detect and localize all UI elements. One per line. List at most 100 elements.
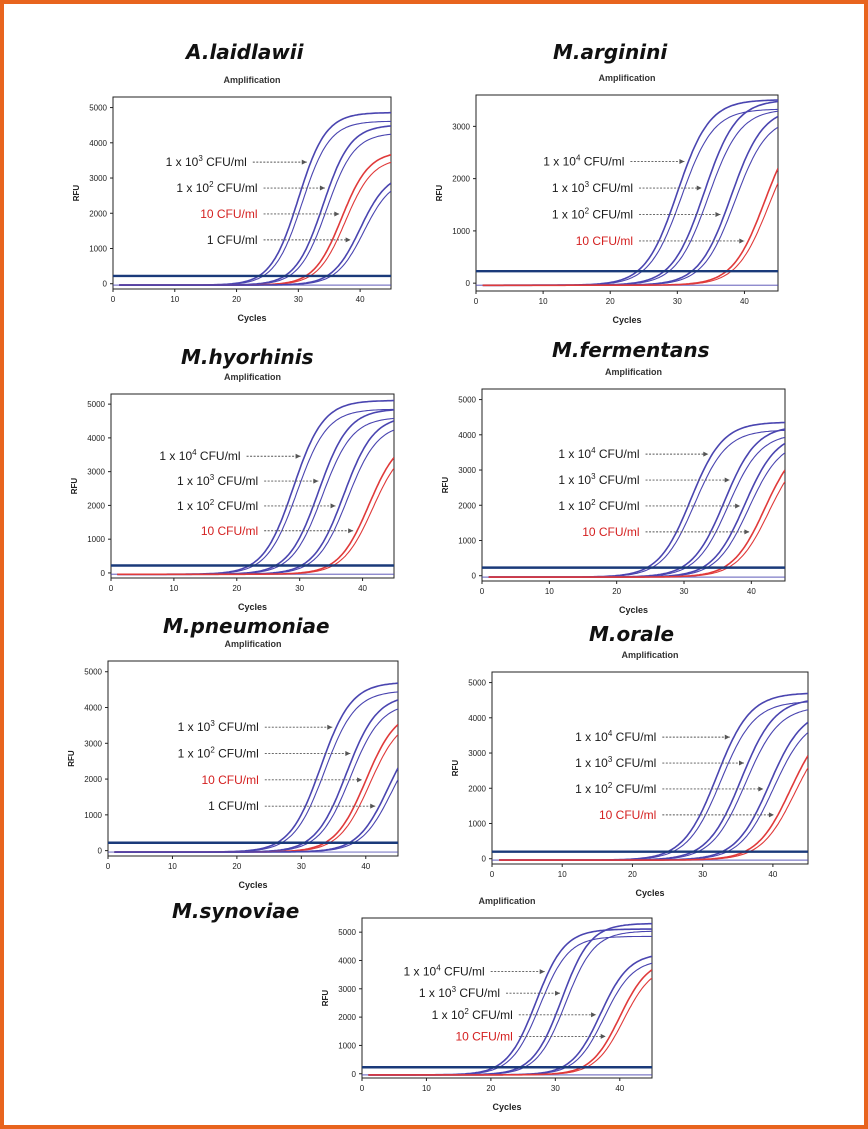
x-axis-label: Cycles (238, 880, 267, 890)
plot-area (491, 671, 809, 865)
x-axis-label: Cycles (619, 605, 648, 615)
x-tick-label: 20 (612, 587, 621, 596)
y-tick-label: 1000 (338, 1041, 356, 1050)
y-tick-label: 2000 (89, 209, 107, 218)
concentration-label: 10 CFU/ml (599, 808, 656, 822)
label-exponent: 3 (210, 719, 215, 728)
concentration-label: 1 x 103 CFU/ml (575, 755, 656, 770)
y-tick-label: 5000 (468, 679, 486, 688)
chart-title: Amplification (598, 73, 655, 83)
label-exponent: 4 (192, 448, 197, 457)
x-tick-label: 10 (168, 862, 177, 871)
x-tick-label: 0 (474, 297, 479, 306)
x-tick-label: 10 (545, 587, 554, 596)
arrow-head (679, 159, 685, 165)
x-tick-label: 0 (111, 295, 116, 304)
y-tick-label: 2000 (87, 501, 105, 510)
label-base: 1 x 10 (178, 747, 211, 761)
label-exponent: 3 (585, 180, 590, 189)
x-tick-label: 40 (768, 870, 777, 879)
concentration-label: 1 x 102 CFU/ml (575, 781, 656, 796)
x-tick-label: 40 (747, 587, 756, 596)
x-tick-label: 10 (539, 297, 548, 306)
amplification-curve (499, 767, 808, 861)
concentration-label: 1 x 104 CFU/ml (575, 729, 656, 744)
y-axis-label: RFU (441, 477, 450, 494)
concentration-label: 1 x 103 CFU/ml (177, 473, 258, 488)
x-tick-label: 20 (486, 1084, 495, 1093)
y-tick-label: 3000 (338, 985, 356, 994)
concentration-label: 1 CFU/ml (207, 233, 258, 247)
y-tick-label: 4000 (338, 956, 356, 965)
y-tick-label: 0 (101, 569, 106, 578)
y-tick-label: 2000 (84, 775, 102, 784)
label-unit: CFU/ml (612, 782, 656, 796)
concentration-label: 1 x 104 CFU/ml (159, 448, 240, 463)
arrow-head (555, 990, 561, 996)
label-base: 1 x 10 (176, 181, 209, 195)
arrow-head (591, 1012, 597, 1018)
arrow-head (345, 751, 351, 757)
chart-title: Amplification (224, 639, 281, 649)
label-base: 1 x 10 (552, 181, 585, 195)
concentration-label: 1 x 102 CFU/ml (552, 206, 633, 221)
y-tick-label: 2000 (458, 501, 476, 510)
species-title: M.fermentans (552, 338, 710, 362)
label-unit: CFU/ml (596, 447, 640, 461)
y-tick-label: 2000 (468, 784, 486, 793)
y-tick-label: 1000 (452, 227, 470, 236)
label-unit: CFU/ml (203, 155, 247, 169)
y-tick-label: 0 (98, 847, 103, 856)
concentration-label: 1 x 103 CFU/ml (419, 985, 500, 1000)
x-tick-label: 30 (297, 862, 306, 871)
y-axis-label: RFU (321, 990, 330, 1007)
arrow-head (724, 477, 730, 483)
x-axis-label: Cycles (492, 1102, 521, 1112)
concentration-label: 1 x 103 CFU/ml (178, 719, 259, 734)
arrow-head (739, 238, 745, 244)
label-base: 1 x 10 (575, 782, 608, 796)
y-tick-label: 5000 (89, 104, 107, 113)
curves-group (482, 421, 785, 578)
label-base: 1 x 10 (432, 1008, 465, 1022)
label-unit: CFU/ml (589, 207, 633, 221)
arrow-head (703, 451, 709, 457)
chart-title: Amplification (224, 372, 281, 382)
amplification-curve (117, 467, 394, 575)
label-unit: CFU/ml (596, 473, 640, 487)
x-axis-label: Cycles (612, 315, 641, 325)
plot-area (361, 917, 653, 1079)
y-tick-label: 5000 (458, 396, 476, 405)
x-tick-label: 40 (361, 862, 370, 871)
label-base: 1 x 10 (177, 474, 210, 488)
amplification-curve (119, 190, 391, 286)
x-tick-label: 10 (169, 584, 178, 593)
y-tick-label: 0 (352, 1070, 357, 1079)
y-tick-label: 3000 (87, 468, 105, 477)
arrow-head (739, 760, 745, 766)
concentration-label: 1 x 102 CFU/ml (178, 746, 259, 761)
species-title: A.laidlawii (186, 40, 304, 64)
label-base: 1 x 10 (159, 449, 192, 463)
amplification-curve (368, 977, 652, 1076)
y-axis-label: RFU (70, 478, 79, 495)
label-unit: CFU/ml (215, 747, 259, 761)
label-base: 1 x 10 (558, 499, 591, 513)
x-tick-label: 20 (232, 584, 241, 593)
concentration-label: 10 CFU/ml (200, 207, 257, 221)
plot-area (475, 94, 779, 292)
arrow-head (539, 969, 545, 975)
species-title: M.arginini (553, 40, 668, 64)
label-exponent: 4 (591, 446, 596, 455)
label-unit: CFU/ml (214, 499, 258, 513)
y-tick-label: 3000 (468, 749, 486, 758)
y-tick-label: 2000 (338, 1013, 356, 1022)
arrow-head (348, 528, 354, 534)
species-title: M.hyorhinis (181, 345, 314, 369)
concentration-label: 1 x 102 CFU/ml (177, 498, 258, 513)
arrow-head (295, 453, 301, 459)
label-unit: CFU/ml (589, 181, 633, 195)
